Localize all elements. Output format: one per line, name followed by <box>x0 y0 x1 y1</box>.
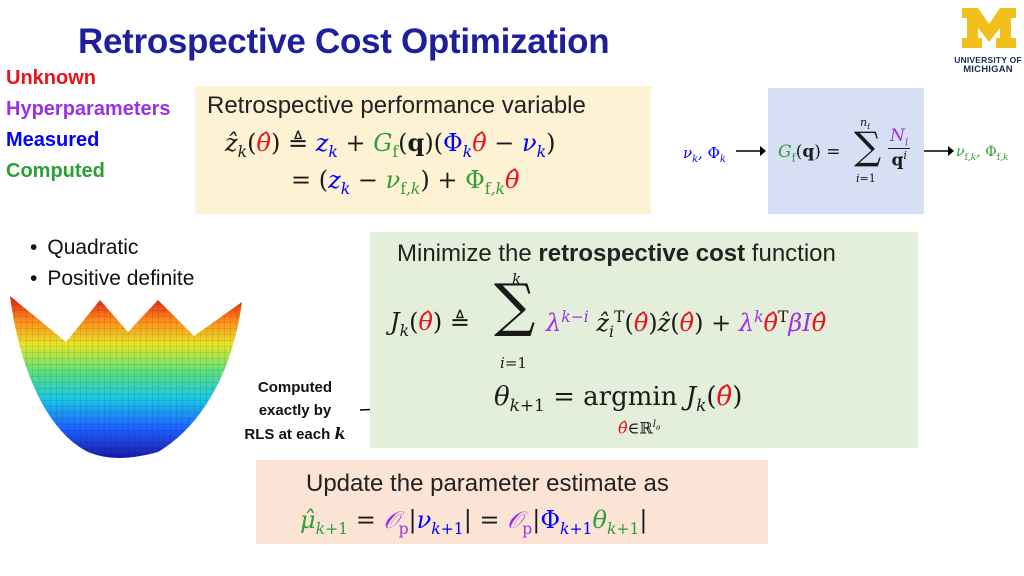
argmin-subscript: θ̂∈ℝlθ <box>618 418 661 438</box>
performance-heading: Retrospective performance variable <box>207 92 586 119</box>
filter-box: Gf(q) = nf ∑ i=1 Ni qi <box>768 88 924 214</box>
sum-lower-limit: i=1 <box>856 172 876 185</box>
cost-sum-lower: i=1 <box>500 354 527 372</box>
page-title: Retrospective Cost Optimization <box>78 22 610 61</box>
cost-sum-symbol: ∑ <box>494 271 536 339</box>
color-legend: Unknown Hyperparameters Measured Compute… <box>6 63 171 187</box>
rls-note-line2: exactly by <box>258 402 332 419</box>
filter-input-arrow <box>736 146 766 156</box>
rls-note-line1: Computed <box>257 379 333 396</box>
sum-upper-limit: nf <box>860 116 870 132</box>
argmin-equation: θk+1 = argmin Jk(θ̂) <box>494 382 743 416</box>
retrospective-cost-box: Minimize the retrospective cost function… <box>370 232 918 448</box>
legend-measured: Measured <box>6 129 100 151</box>
cost-sum-upper: k <box>512 270 522 288</box>
paraboloid-surface-image <box>10 296 242 458</box>
logo-line1: UNIVERSITY OF <box>954 55 1022 65</box>
block-m-icon: M <box>960 6 1018 50</box>
cost-function-lhs: Jk(θ̂) ≜ <box>390 308 471 340</box>
filter-output-arrow <box>924 146 954 156</box>
university-logo: M <box>960 6 1018 50</box>
update-equation: μ̂k+1 = 𝒪p|νk+1| = 𝒪p|Φk+1θk+1| <box>300 506 648 538</box>
cost-heading: Minimize the retrospective cost function <box>397 240 836 267</box>
filter-fraction: Ni qi <box>888 126 911 172</box>
performance-equation-line2: = (zk − νf,k) + Φf,kθ̂ <box>291 166 520 198</box>
university-logo-text: UNIVERSITY OF MICHIGAN <box>952 55 1024 75</box>
logo-line2: MICHIGAN <box>963 64 1013 75</box>
filter-output-label: νf,k, Φf,k <box>956 144 1009 163</box>
cost-function-rhs: λk−i ẑiT(θ̂)ẑ(θ̂) + λkθ̂TβIθ̂ <box>546 308 827 341</box>
rls-note-line3: RLS at each k <box>244 424 346 443</box>
legend-hyperparameters: Hyperparameters <box>6 98 171 120</box>
legend-computed: Computed <box>6 160 105 182</box>
filter-input-label: νk, Φk <box>683 144 726 165</box>
performance-equation-line1: ẑk(θ̂) ≜ zk + Gf(q)(Φkθ̂ − νk) <box>225 128 556 161</box>
update-box: Update the parameter estimate as μ̂k+1 =… <box>256 460 768 544</box>
rls-note: Computed exactly by RLS at each k <box>238 376 352 446</box>
cost-properties-list: Quadratic Positive definite <box>30 232 194 294</box>
bullet-positive-definite: Positive definite <box>30 263 194 294</box>
filter-equation: Gf(q) = <box>778 142 841 165</box>
legend-unknown: Unknown <box>6 67 96 89</box>
sum-symbol: ∑ <box>854 124 882 168</box>
performance-variable-box: Retrospective performance variable ẑk(θ̂… <box>195 86 651 214</box>
bullet-quadratic: Quadratic <box>30 232 194 263</box>
update-heading: Update the parameter estimate as <box>306 470 669 497</box>
